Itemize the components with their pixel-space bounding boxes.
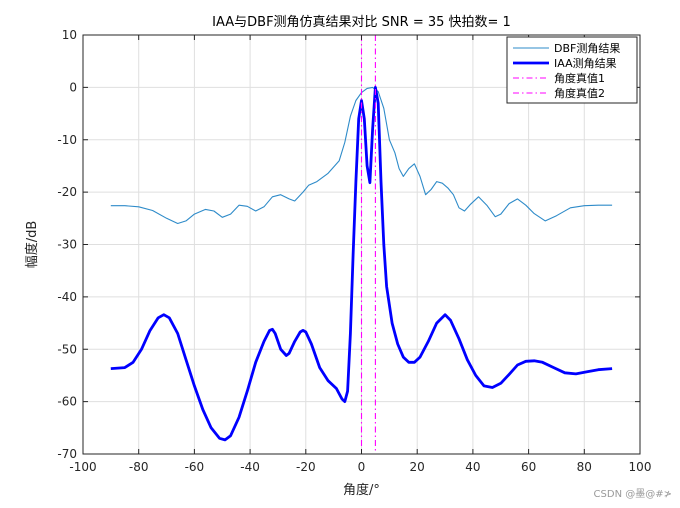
x-tick-label: 100 <box>629 460 652 474</box>
x-tick-label: -40 <box>240 460 260 474</box>
x-tick-label: -60 <box>185 460 205 474</box>
y-tick-label: 10 <box>62 28 77 42</box>
y-tick-label: -10 <box>57 133 77 147</box>
x-tick-label: 80 <box>577 460 592 474</box>
y-tick-label: -50 <box>57 342 77 356</box>
legend-label-3: 角度真值1 <box>554 71 605 85</box>
y-tick-label: -30 <box>57 238 77 252</box>
x-tick-label: 40 <box>465 460 480 474</box>
y-tick-label: -70 <box>57 447 77 461</box>
y-tick-label: -40 <box>57 290 77 304</box>
x-tick-label: -100 <box>69 460 96 474</box>
y-tick-label: 0 <box>69 80 77 94</box>
legend-label-4: 角度真值2 <box>554 86 605 100</box>
y-tick-label: -20 <box>57 185 77 199</box>
x-tick-label: -80 <box>129 460 149 474</box>
legend-label-1: DBF测角结果 <box>554 42 620 55</box>
watermark: CSDN @墨@#≯ <box>594 488 672 500</box>
y-axis-title: 幅度/dB <box>24 221 40 269</box>
y-tick-label: -60 <box>57 395 77 409</box>
x-tick-label: 60 <box>521 460 536 474</box>
chart-title: IAA与DBF测角仿真结果对比 SNR = 35 快拍数= 1 <box>212 15 511 30</box>
x-tick-label: 20 <box>410 460 425 474</box>
legend-label-2: IAA测角结果 <box>554 57 617 70</box>
x-tick-label: 0 <box>358 460 366 474</box>
x-tick-label: -20 <box>296 460 316 474</box>
x-axis-title: 角度/° <box>343 482 380 498</box>
